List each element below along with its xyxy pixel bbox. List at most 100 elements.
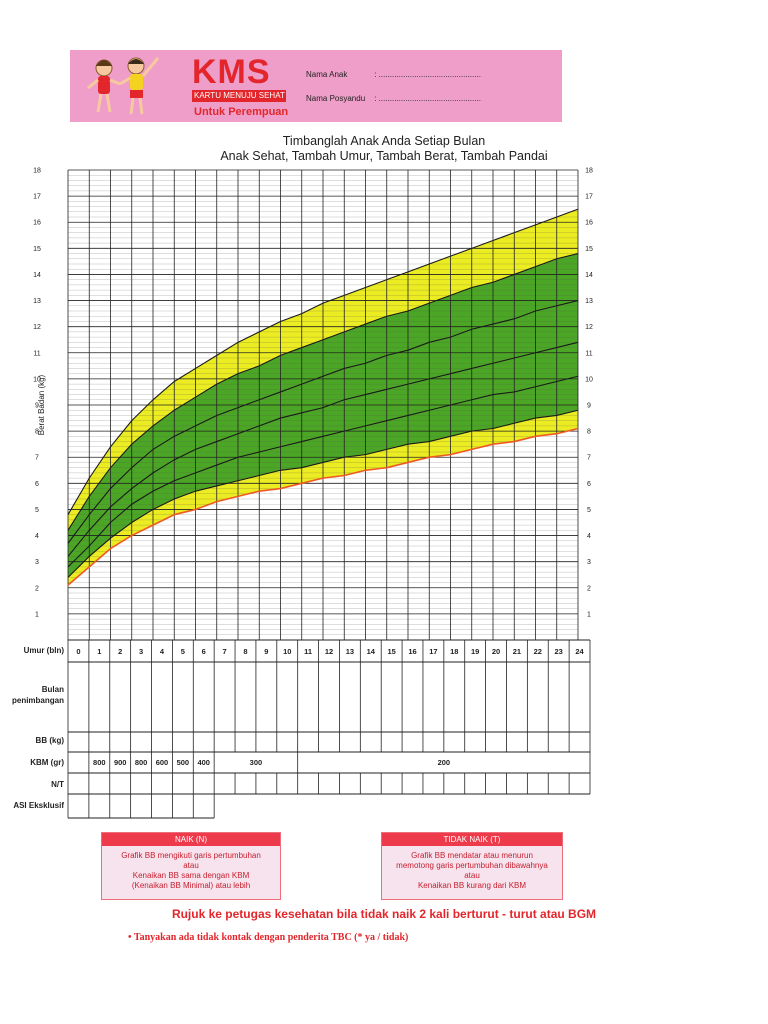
- y-tick-label-right: 15: [585, 246, 593, 253]
- y-tick-label-right: 3: [587, 559, 591, 566]
- age-cell: 0: [76, 647, 80, 656]
- growth-curve: [67, 208, 579, 515]
- age-cell: 9: [264, 647, 268, 656]
- posyandu-name-label: Nama Posyandu: [306, 94, 366, 103]
- y-tick-label-left: 3: [35, 559, 39, 566]
- weight-row-label: BB (kg): [35, 736, 64, 745]
- naik-box-line: Kenaikan BB sama dengan KBM: [132, 871, 250, 880]
- age-cell: 13: [346, 647, 354, 656]
- y-tick-label-left: 9: [35, 403, 39, 410]
- kbm-cell: 800: [135, 758, 148, 767]
- y-tick-label-left: 1: [35, 611, 39, 618]
- header-band: KMS KARTU MENUJU SEHAT Untuk Perempuan N…: [70, 50, 562, 122]
- y-tick-label-right: 16: [585, 220, 593, 227]
- y-tick-label-left: 8: [35, 429, 39, 436]
- naik-box-line: (Kenaikan BB Minimal) atau lebih: [131, 881, 251, 890]
- growth-curve: [67, 300, 579, 544]
- y-tick-label-right: 13: [585, 298, 593, 305]
- y-tick-label-right: 11: [585, 350, 592, 357]
- kbm-cell: 900: [114, 758, 127, 767]
- y-tick-label-right: 17: [585, 194, 593, 201]
- age-cell: 18: [450, 647, 458, 656]
- kbm-cell: 600: [156, 758, 169, 767]
- y-tick-label-left: 16: [33, 220, 41, 227]
- kbm-cell-mid: 300: [250, 758, 263, 767]
- y-axis-label: Berat Badan (kg): [37, 374, 46, 435]
- nt-row-label: N/T: [51, 780, 64, 789]
- y-tick-label-left: 2: [35, 585, 39, 592]
- asi-row-label: ASI Eksklusif: [13, 801, 64, 810]
- y-tick-label-left: 17: [33, 194, 41, 201]
- y-tick-label-right: 4: [587, 533, 591, 540]
- tidak-naik-box-header: TIDAK NAIK (T): [382, 833, 562, 846]
- age-row-label: Umur (bln): [23, 646, 64, 655]
- age-cell: 5: [181, 647, 185, 656]
- posyandu-name-field[interactable]: Nama Posyandu : ........................…: [306, 94, 481, 103]
- child-name-field[interactable]: Nama Anak : ............................…: [306, 70, 481, 79]
- age-cell: 23: [555, 647, 563, 656]
- age-cell: 2: [118, 647, 122, 656]
- naik-box-header: NAIK (N): [102, 833, 280, 846]
- y-tick-label-right: 10: [585, 376, 593, 383]
- y-tick-label-left: 12: [33, 324, 41, 331]
- page-title-line-2: Anak Sehat, Tambah Umur, Tambah Berat, T…: [220, 149, 548, 163]
- y-tick-label-left: 18: [33, 168, 41, 175]
- age-cell: 15: [387, 647, 395, 656]
- y-tick-label-right: 9: [587, 403, 591, 410]
- age-cell: 6: [202, 647, 206, 656]
- y-tick-label-left: 5: [35, 507, 39, 514]
- kms-logo-text: KMS: [192, 53, 271, 91]
- y-tick-label-right: 7: [587, 455, 591, 462]
- age-cell: 17: [429, 647, 437, 656]
- tidak-naik-box-line: Grafik BB mendatar atau menurun: [411, 851, 533, 860]
- kbm-cell: 400: [197, 758, 210, 767]
- naik-box: NAIK (N) Grafik BB mengikuti garis pertu…: [101, 832, 281, 900]
- tidak-naik-box: TIDAK NAIK (T) Grafik BB mendatar atau m…: [381, 832, 563, 900]
- bgm-curve: [67, 427, 579, 586]
- y-tick-label-left: 7: [35, 455, 39, 462]
- kbm-cell-late: 200: [438, 758, 451, 767]
- age-cell: 16: [408, 647, 416, 656]
- kms-logo-subtitle: KARTU MENUJU SEHAT: [192, 90, 286, 102]
- y-tick-label-right: 18: [585, 168, 593, 175]
- growth-curve: [67, 375, 579, 568]
- age-cell: 4: [160, 647, 165, 656]
- kms-logo: KMS KARTU MENUJU SEHAT: [188, 53, 288, 102]
- naik-box-line: atau: [183, 861, 199, 870]
- growth-curve: [67, 409, 579, 578]
- y-tick-label-right: 8: [587, 429, 591, 436]
- growth-curve: [67, 253, 579, 531]
- child-name-label: Nama Anak: [306, 70, 348, 79]
- y-tick-label-left: 4: [35, 533, 39, 540]
- y-tick-label-right: 12: [585, 324, 593, 331]
- y-tick-label-right: 5: [587, 507, 591, 514]
- naik-box-line: Grafik BB mengikuti garis pertumbuhan: [121, 851, 261, 860]
- tbc-question-text: Tanyakan ada tidak kontak dengan penderi…: [133, 932, 409, 943]
- posyandu-name-value[interactable]: : ......................................…: [374, 94, 481, 103]
- age-cell: 12: [325, 647, 333, 656]
- tbc-question: • Tanyakan ada tidak kontak dengan pende…: [128, 932, 409, 943]
- age-cell: 20: [492, 647, 500, 656]
- age-cell: 1: [97, 647, 101, 656]
- tidak-naik-box-line: Kenaikan BB kurang dari KBM: [417, 881, 527, 890]
- kbm-cell: 800: [93, 758, 106, 767]
- age-cell: 7: [223, 647, 227, 656]
- age-cell: 8: [243, 647, 247, 656]
- y-tick-label-left: 10: [33, 376, 41, 383]
- age-cell: 11: [304, 647, 312, 656]
- age-cell: 24: [575, 647, 584, 656]
- tidak-naik-box-line: atau: [464, 871, 480, 880]
- gender-label: Untuk Perempuan: [194, 106, 289, 118]
- age-cell: 19: [471, 647, 479, 656]
- y-tick-label-right: 14: [585, 272, 593, 279]
- page-title-line-1: Timbanglah Anak Anda Setiap Bulan: [282, 134, 486, 148]
- growth-curve: [67, 341, 579, 557]
- age-cell: 14: [367, 647, 376, 656]
- age-cell: 10: [283, 647, 291, 656]
- y-tick-label-left: 13: [33, 298, 41, 305]
- age-cell: 3: [139, 647, 143, 656]
- weighing-month-label-2: penimbangan: [11, 696, 64, 705]
- tidak-naik-box-line: memotong garis pertumbuhan dibawahnya: [396, 861, 548, 870]
- child-name-value[interactable]: : ......................................…: [374, 70, 481, 79]
